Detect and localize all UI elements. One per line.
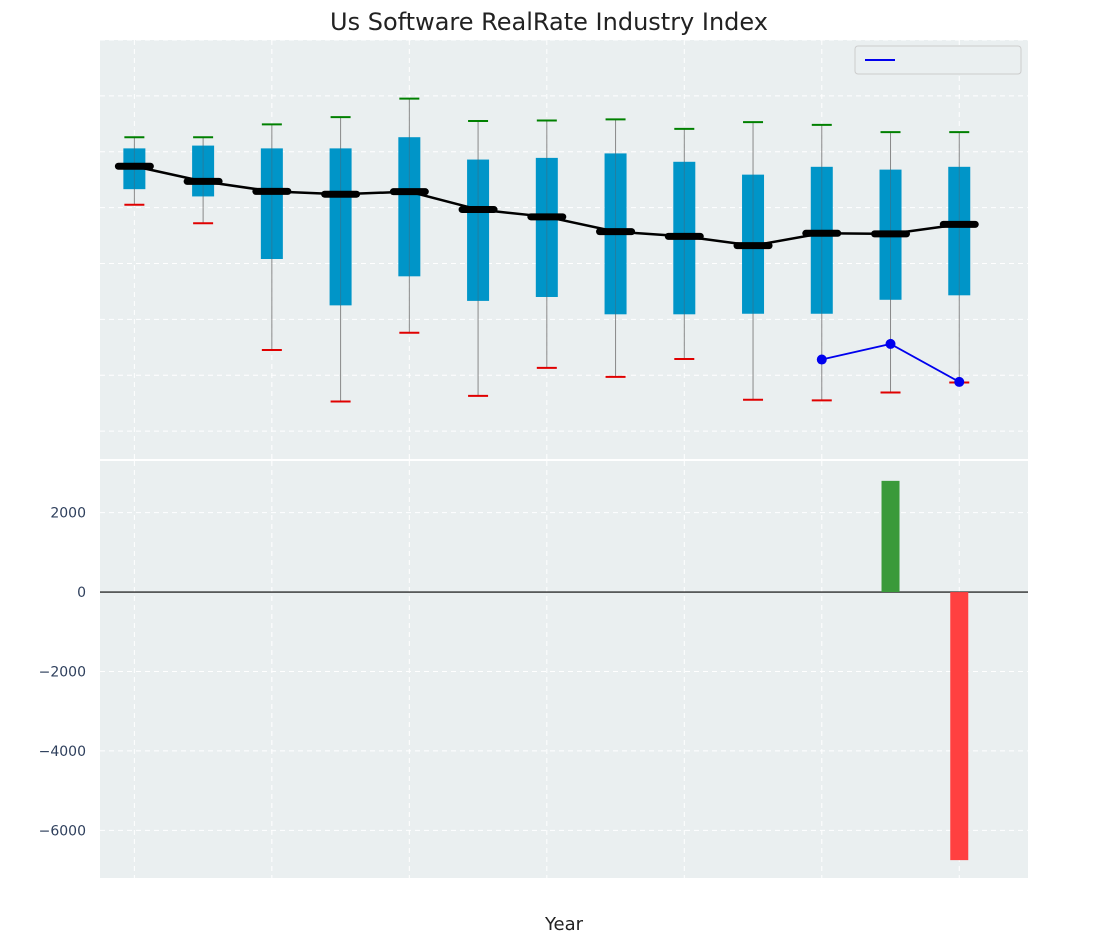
company-series-point (885, 338, 896, 349)
chart-title: Us Software RealRate Industry Index (330, 8, 768, 36)
company-series-point (816, 354, 827, 365)
bottom-plot-background (100, 461, 1028, 878)
top-plot-background (100, 40, 1028, 459)
bottom-panel: −6000 −4000 −2000 0 2000 (39, 461, 1028, 878)
legend-box (854, 45, 1022, 75)
company-series-point (954, 376, 965, 387)
bottom-y-tick-label: 0 (77, 585, 86, 601)
bottom-y-tick-label: 2000 (50, 506, 86, 522)
bottom-y-tick-label: −6000 (39, 823, 86, 839)
change-bar (881, 480, 900, 593)
bottom-y-tick-label: −4000 (39, 744, 86, 760)
top-panel (100, 39, 1028, 459)
x-axis-label: Year (544, 914, 584, 935)
change-bar (950, 592, 969, 861)
bottom-y-tick-label: −2000 (39, 664, 86, 680)
